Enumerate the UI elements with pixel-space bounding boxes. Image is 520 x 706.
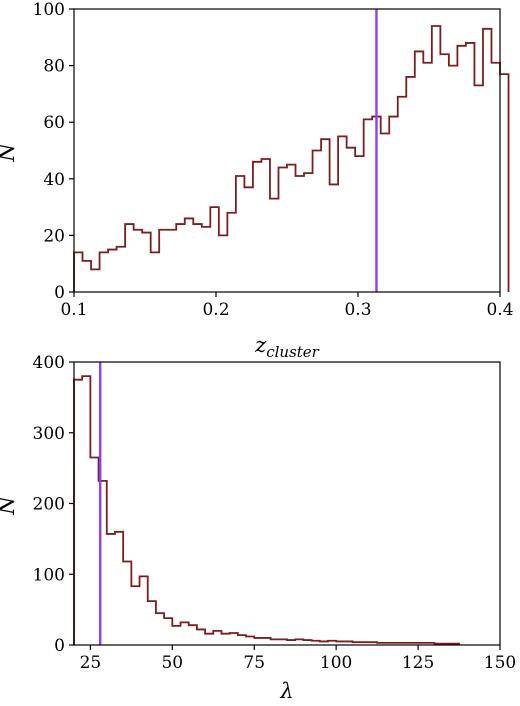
richness-y-tick-label: 300 [33, 424, 65, 444]
richness-histogram-step [73, 375, 460, 645]
richness-y-ticks: 0 100 200 300 400 [33, 353, 74, 656]
richness-y-tick-label: 200 [33, 495, 65, 515]
redshift-x-tick-label: 0.2 [202, 300, 229, 320]
redshift-x-axis-label: zcluster [254, 333, 320, 361]
redshift-y-ticks: 0 20 40 60 80 100 [33, 0, 74, 303]
redshift-histogram [73, 25, 510, 292]
redshift-plot-frame [73, 8, 501, 293]
richness-x-ticks: 25 50 75 100 125 150 [80, 645, 516, 673]
redshift-histogram-step [73, 25, 510, 292]
redshift-x-tick-label: 0.3 [344, 300, 371, 320]
richness-plot-frame [73, 361, 501, 646]
redshift-y-axis-label: N [0, 143, 19, 163]
richness-x-tick-label: 75 [243, 653, 265, 673]
redshift-x-ticks: 0.1 0.2 0.3 0.4 [60, 292, 514, 320]
richness-x-tick-label: 100 [320, 653, 352, 673]
richness-x-tick-label: 125 [402, 653, 434, 673]
chart-richness: 25 50 75 100 125 150 0 100 200 300 400 λ N [0, 353, 516, 703]
richness-y-tick-label: 100 [33, 565, 65, 585]
richness-y-axis-label: N [0, 496, 19, 516]
redshift-x-axis-label-sub: cluster [266, 343, 319, 361]
redshift-y-tick-label: 40 [43, 170, 65, 190]
redshift-y-tick-label: 100 [33, 0, 65, 20]
richness-x-tick-label: 150 [484, 653, 516, 673]
redshift-x-tick-label: 0.1 [60, 300, 87, 320]
redshift-y-tick-label: 20 [43, 226, 65, 246]
richness-y-tick-label: 0 [54, 636, 65, 656]
redshift-y-tick-label: 0 [54, 283, 65, 303]
richness-x-tick-label: 25 [80, 653, 102, 673]
richness-x-tick-label: 50 [161, 653, 183, 673]
richness-x-axis-label: λ [279, 679, 293, 703]
chart-redshift: 0.1 0.2 0.3 0.4 0 20 40 60 80 100 zcluster N [0, 0, 514, 361]
redshift-y-tick-label: 80 [43, 57, 65, 77]
redshift-y-tick-label: 60 [43, 113, 65, 133]
redshift-x-tick-label: 0.4 [486, 300, 513, 320]
richness-histogram [73, 375, 460, 645]
redshift-x-axis-label-main: z [254, 333, 267, 357]
richness-y-tick-label: 400 [33, 353, 65, 373]
